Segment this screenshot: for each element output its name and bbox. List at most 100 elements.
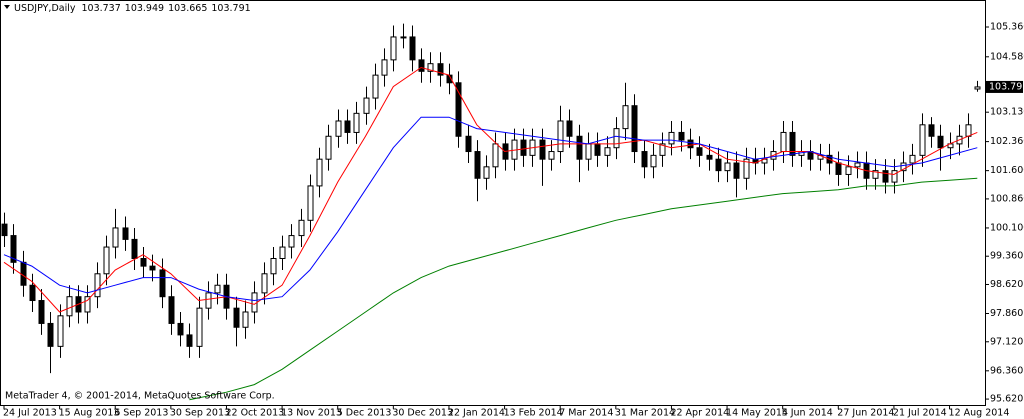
x-tick-label: 27 Jun 2014 — [837, 408, 894, 419]
moving-average — [3, 116, 978, 302]
candle-body — [576, 135, 583, 160]
moving-average — [189, 177, 978, 401]
candle-body — [789, 131, 796, 156]
candle-body — [659, 143, 666, 156]
candle-body — [353, 112, 360, 133]
candle-body — [242, 311, 249, 328]
x-tick-label: 6 Sep 2013 — [114, 408, 168, 419]
symbol: USDJPY,Daily — [14, 3, 76, 14]
candle-body — [270, 258, 277, 275]
candle-body — [418, 59, 425, 72]
x-tick-label: 24 Jul 2013 — [3, 408, 57, 419]
x-tick-label: 15 Aug 2013 — [59, 408, 120, 419]
y-tick-label: 102.360 — [990, 136, 1024, 147]
candle-body — [465, 135, 472, 153]
watermark: MetaTrader 4, © 2001-2014, MetaQuotes So… — [5, 391, 275, 402]
marks — [1, 23, 981, 401]
candle-body — [316, 158, 323, 187]
ohlc-high: 103.949 — [125, 3, 164, 14]
candle-body — [974, 86, 981, 90]
candle-body — [131, 238, 138, 260]
x-tick-label: 7 Mar 2014 — [559, 408, 613, 419]
x-tick-label: 31 Mar 2014 — [615, 408, 675, 419]
candle-body — [965, 124, 972, 137]
candle-body — [325, 135, 332, 160]
candle-body — [427, 63, 434, 72]
candle-body — [38, 300, 45, 324]
candle-body — [437, 63, 444, 76]
candle-body — [743, 158, 750, 179]
chart-title: USDJPY,Daily 103.737 103.949 103.665 103.791 — [14, 3, 251, 14]
candle-body — [381, 59, 388, 76]
y-tick-label: 95.620 — [990, 394, 1023, 405]
candle-body — [390, 36, 397, 61]
moving-average — [3, 66, 978, 313]
candle-body — [84, 296, 91, 313]
candle-body — [724, 162, 731, 172]
ohlc-low: 103.665 — [168, 3, 207, 14]
candle-body — [780, 131, 787, 153]
x-tick-label: 22 Oct 2013 — [225, 408, 284, 419]
candle-body — [29, 284, 36, 302]
candle-body — [845, 166, 852, 175]
x-tick-label: 30 Sep 2013 — [170, 408, 230, 419]
candle-body — [706, 154, 713, 160]
y-tick-label: 104.580 — [990, 51, 1024, 62]
candle-body — [548, 151, 555, 160]
candle-body — [455, 82, 462, 137]
candle-body — [687, 139, 694, 149]
candle-body — [335, 120, 342, 137]
x-tick-label: 21 Jul 2014 — [893, 408, 947, 419]
candle-body — [344, 120, 351, 133]
candle-body — [261, 273, 268, 294]
candle-body — [909, 154, 916, 164]
candle-body — [159, 269, 166, 298]
candle-body — [298, 219, 305, 237]
candle-body — [66, 296, 73, 317]
candle-body — [400, 36, 407, 39]
x-tick-label: 13 Feb 2014 — [504, 408, 563, 419]
candle-body — [678, 131, 685, 141]
candle-body — [103, 246, 110, 275]
candle-body — [604, 147, 611, 156]
y-tick-label: 103.130 — [990, 107, 1024, 118]
candle-body — [520, 139, 527, 156]
x-tick-label: 12 Aug 2014 — [949, 408, 1010, 419]
candle-body — [928, 124, 935, 137]
candle-body — [696, 147, 703, 156]
menu-triangle — [4, 5, 10, 9]
candle-body — [835, 162, 842, 175]
candle-body — [613, 128, 620, 149]
x-tick-label: 30 Dec 2013 — [392, 408, 453, 419]
candle-body — [409, 36, 416, 61]
candle-body — [733, 162, 740, 179]
candle-body — [882, 170, 889, 183]
candle-body — [112, 227, 119, 248]
x-tick-label: 5 Jun 2014 — [782, 408, 833, 419]
ohlc-open: 103.737 — [81, 3, 120, 14]
y-tick-label: 98.620 — [990, 279, 1023, 290]
price-box — [985, 80, 1023, 93]
candle-body — [122, 227, 129, 240]
candle-body — [585, 143, 592, 160]
candle-body — [483, 166, 490, 179]
y-tick-label: 96.360 — [990, 365, 1023, 376]
candle-body — [196, 307, 203, 347]
candle-body — [140, 258, 147, 267]
x-tick-label: 22 Jan 2014 — [448, 408, 505, 419]
candle-body — [631, 105, 638, 153]
candle-body — [372, 74, 379, 99]
candle-body — [307, 185, 314, 221]
y-tick-label: 105.360 — [990, 22, 1024, 33]
candle-body — [474, 151, 481, 179]
candle-body — [557, 120, 564, 153]
candle-body — [168, 296, 175, 324]
candle-body — [715, 158, 722, 172]
y-tick-label: 97.120 — [990, 336, 1023, 347]
x-tick-label: 13 Nov 2013 — [281, 408, 342, 419]
candle-body — [1, 223, 8, 237]
candle-body — [177, 322, 184, 336]
candle-body — [492, 143, 499, 168]
plot-frame — [0, 0, 986, 406]
candle-body — [566, 120, 573, 137]
